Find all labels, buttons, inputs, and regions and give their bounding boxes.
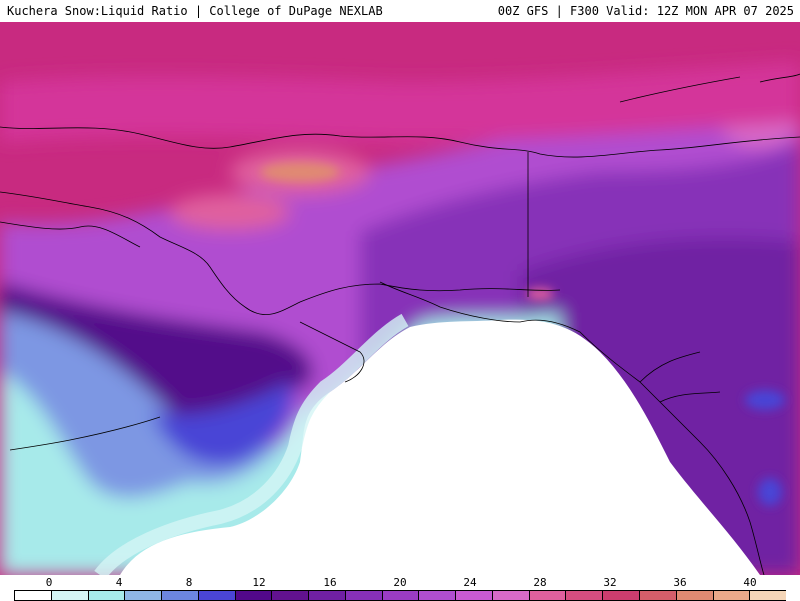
legend-swatch	[675, 591, 713, 600]
ocean-region	[120, 319, 760, 575]
ocean-edge-cyan	[94, 313, 409, 575]
legend-swatch	[14, 591, 51, 600]
legend-swatch	[308, 591, 345, 600]
map-title: Kuchera Snow:Liquid Ratio | College of D…	[7, 4, 383, 18]
legend-tick-8: 8	[185, 576, 193, 589]
legend-tick-32: 32	[603, 576, 617, 589]
snow-ratio-field	[0, 22, 800, 575]
legend-swatch	[197, 591, 235, 600]
legend-swatch	[602, 591, 640, 600]
model-run-info: 00Z GFS | F300 Valid: 12Z MON APR 07 202…	[497, 4, 794, 18]
map-canvas[interactable]	[0, 22, 800, 575]
legend-swatch	[639, 591, 676, 600]
legend-tick-36: 36	[673, 576, 687, 589]
legend-swatch	[344, 591, 382, 600]
legend-swatch	[712, 591, 750, 600]
legend-swatch	[124, 591, 162, 600]
legend-tick-24: 24	[463, 576, 477, 589]
legend-swatch	[528, 591, 566, 600]
legend-swatch	[87, 591, 125, 600]
legend-swatch	[50, 591, 88, 600]
legend-tick-0: 0	[45, 576, 53, 589]
legend-swatch	[381, 591, 419, 600]
header-bar: Kuchera Snow:Liquid Ratio | College of D…	[0, 0, 800, 22]
legend-swatch	[491, 591, 529, 600]
legend-tick-labels: 0 4 8 12 16 20 24 28 32 36 40	[0, 575, 800, 589]
legend-tick-20: 20	[393, 576, 407, 589]
legend-swatch	[161, 591, 198, 600]
legend-swatch	[418, 591, 456, 600]
color-legend: 0 4 8 12 16 20 24 28 32 36 40	[0, 575, 800, 601]
legend-tick-12: 12	[252, 576, 266, 589]
legend-tick-16: 16	[323, 576, 337, 589]
legend-tick-4: 4	[115, 576, 123, 589]
legend-tick-28: 28	[533, 576, 547, 589]
field-highlights	[260, 162, 785, 506]
coastlines	[0, 73, 800, 575]
legend-swatch	[271, 591, 309, 600]
legend-color-bar	[14, 590, 787, 601]
legend-swatch	[749, 591, 787, 600]
legend-swatch	[234, 591, 272, 600]
legend-swatch	[565, 591, 603, 600]
legend-tick-40: 40	[743, 576, 757, 589]
legend-swatch	[455, 591, 492, 600]
